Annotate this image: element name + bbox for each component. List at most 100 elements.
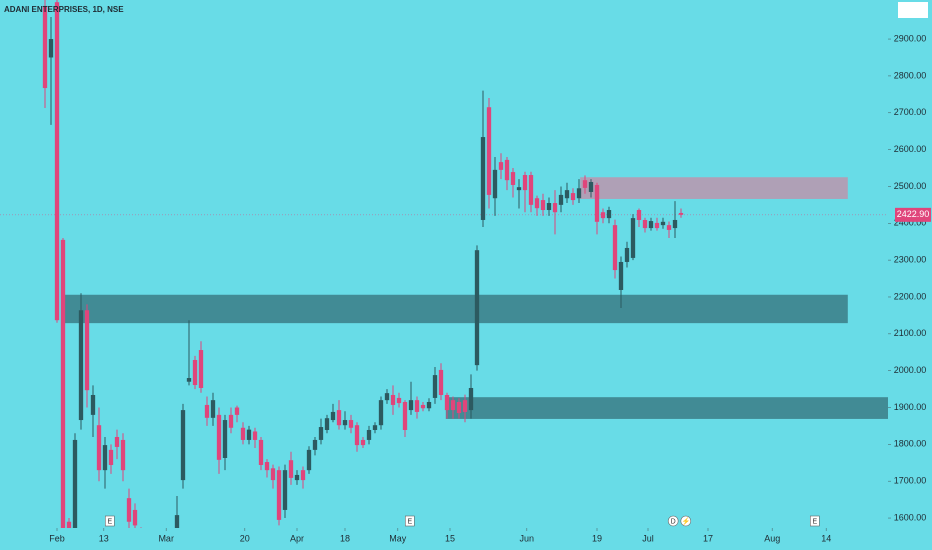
- candle-body: [558, 194, 564, 205]
- candle-body: [522, 175, 528, 191]
- candle-body: [672, 219, 678, 229]
- y-tick-label: 1800.00: [894, 439, 927, 449]
- candle-body: [336, 410, 342, 426]
- candle-body: [480, 137, 486, 220]
- candle-body: [660, 221, 666, 226]
- candle-body: [84, 310, 90, 391]
- x-tick-label: 19: [592, 533, 602, 543]
- candle-body: [258, 439, 264, 465]
- candle-body: [216, 414, 222, 460]
- candle-body: [354, 425, 360, 446]
- candle-body: [594, 184, 600, 222]
- candle-body: [186, 378, 192, 382]
- candle-body: [504, 159, 510, 181]
- candle-body: [486, 107, 492, 195]
- candle-body: [654, 222, 660, 229]
- candle-body: [384, 393, 390, 401]
- event-label: E: [107, 518, 112, 525]
- candle-body: [630, 218, 636, 258]
- candle-body: [516, 187, 522, 191]
- candle-body: [360, 439, 366, 446]
- candle-body: [588, 182, 594, 192]
- y-tick-label: 2900.00: [894, 33, 927, 43]
- candle-body: [408, 400, 414, 411]
- candle-body: [600, 212, 606, 219]
- candle-body: [48, 39, 54, 58]
- candle-body: [546, 203, 552, 211]
- candle-body: [72, 439, 78, 528]
- candle-body: [390, 394, 396, 405]
- plot-area: [0, 0, 888, 528]
- candle-body: [180, 410, 186, 481]
- candle-body: [198, 350, 204, 388]
- candle-body: [396, 397, 402, 404]
- candle-body: [234, 407, 240, 415]
- candle-body: [210, 400, 216, 418]
- y-tick-label: 2200.00: [894, 291, 927, 301]
- y-tick-label: 2700.00: [894, 107, 927, 117]
- candle-body: [300, 470, 306, 481]
- x-tick-label: 17: [703, 533, 713, 543]
- candle-body: [636, 210, 642, 220]
- candle-body: [120, 439, 126, 471]
- candle-body: [462, 400, 468, 412]
- y-tick-label: 2300.00: [894, 255, 927, 265]
- y-tick-label: 2500.00: [894, 181, 927, 191]
- event-marker: [105, 515, 115, 527]
- candle-body: [108, 449, 114, 465]
- x-tick-label: 18: [340, 533, 350, 543]
- event-marker: [404, 515, 415, 527]
- y-tick-label: 2600.00: [894, 144, 927, 154]
- candle-body: [444, 394, 450, 411]
- candle-body: [114, 436, 120, 447]
- candle-body: [102, 445, 108, 471]
- event-label: ⚡: [681, 516, 690, 525]
- x-tick-label: 15: [445, 533, 455, 543]
- x-tick-label: 14: [821, 533, 831, 543]
- candle-body: [648, 221, 654, 229]
- candle-body: [498, 162, 504, 170]
- y-tick-label: 2000.00: [894, 365, 927, 375]
- event-label: E: [812, 518, 817, 525]
- y-tick-label: 2100.00: [894, 328, 927, 338]
- candle-body: [366, 429, 372, 440]
- candle-body: [666, 225, 672, 230]
- event-label: D: [671, 518, 676, 525]
- event-marker: [680, 515, 692, 527]
- candle-body: [174, 515, 180, 528]
- candle-body: [468, 387, 474, 411]
- logo-box[interactable]: [898, 2, 928, 18]
- x-tick-label: Aug: [764, 533, 780, 543]
- last-price-label: 2422.90: [897, 209, 930, 219]
- candle-body: [474, 250, 480, 366]
- candle-body: [246, 429, 252, 440]
- candle-body: [426, 401, 432, 409]
- zone: [580, 177, 848, 199]
- event-marker: [667, 515, 679, 527]
- zone: [64, 294, 848, 324]
- candle-body: [66, 521, 72, 528]
- y-tick-label: 1600.00: [894, 512, 927, 522]
- candle-body: [576, 188, 582, 199]
- candle-body: [330, 411, 336, 421]
- candle-body: [564, 190, 570, 199]
- candle-body: [342, 420, 348, 426]
- candle-body: [78, 310, 84, 421]
- candle-body: [450, 400, 456, 411]
- y-tick-label: 2400.00: [894, 218, 927, 228]
- y-tick-label: 2800.00: [894, 70, 927, 80]
- candle-body: [570, 193, 576, 201]
- candle-body: [294, 474, 300, 481]
- candle-body: [276, 470, 282, 520]
- candle-body: [252, 431, 258, 440]
- candle-body: [54, 2, 60, 321]
- candle-body: [678, 212, 684, 215]
- y-tick-label: 1900.00: [894, 402, 927, 412]
- candle-body: [288, 460, 294, 478]
- candle-body: [60, 239, 66, 528]
- zone: [445, 397, 888, 419]
- candle-body: [192, 359, 198, 386]
- candle-body: [492, 169, 498, 199]
- candle-body: [264, 462, 270, 471]
